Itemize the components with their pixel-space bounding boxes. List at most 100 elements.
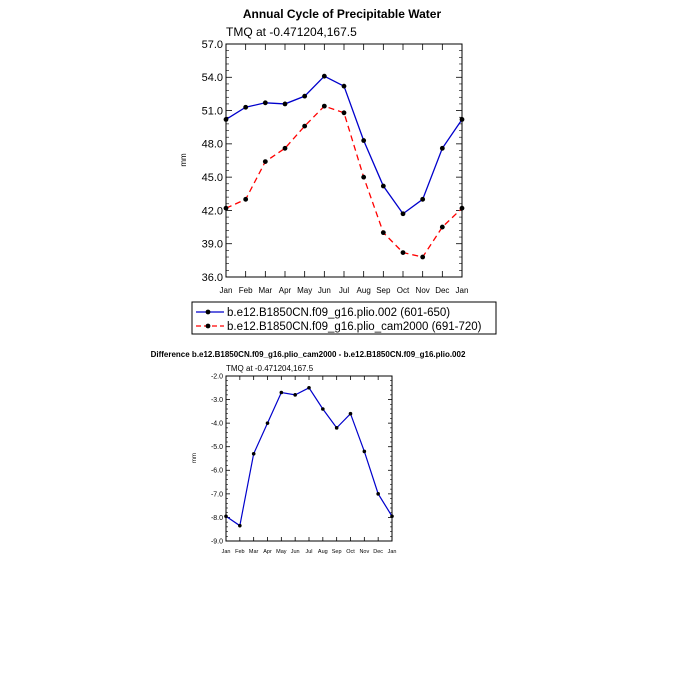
data-point-series-2: [302, 123, 308, 129]
data-point-series-1: [400, 211, 406, 217]
data-point-series-2: [223, 205, 229, 211]
series-line-1: [225, 75, 463, 215]
y-tick-label: 39.0: [202, 239, 223, 251]
data-point-series-1: [439, 145, 445, 151]
data-point-series-1: [243, 104, 249, 110]
data-point-series-2: [262, 159, 268, 165]
data-point-series-1: [341, 83, 347, 89]
data-point-series-2: [400, 250, 406, 255]
y-tick-label: 42.0: [202, 205, 223, 217]
y-tick-label: 48.0: [202, 139, 223, 151]
y-tick-label: 45.0: [202, 172, 223, 184]
x-tick-label: Jul: [305, 549, 312, 555]
data-point-series-2: [361, 174, 367, 180]
legend-label-series-1: b.e12.B1850CN.f09_g16.plio.002 (601-650): [227, 307, 450, 319]
x-tick-label: Mar: [258, 286, 272, 295]
y-tick-label: 57.0: [202, 39, 223, 51]
data-point-series-2: [420, 254, 426, 260]
data-point-series-1: [362, 449, 367, 454]
data-point-series-1: [251, 451, 256, 456]
data-point-series-2: [439, 224, 445, 230]
data-point-series-2: [341, 110, 347, 116]
legend-label-series-2: b.e12.B1850CN.f09_g16.plio_cam2000 (691-…: [227, 321, 482, 333]
data-point-series-1: [321, 407, 325, 411]
data-point-series-1: [420, 196, 426, 202]
x-tick-label: Oct: [397, 286, 410, 295]
x-tick-label: Nov: [359, 549, 369, 555]
data-point-series-1: [265, 421, 270, 425]
legend-marker-series-1: [205, 309, 211, 315]
data-point-series-1: [380, 183, 386, 189]
difference-chart-ylabel: mm: [192, 453, 198, 463]
data-point-series-2: [243, 196, 249, 202]
x-tick-label: Jan: [456, 286, 469, 295]
y-tick-label: -4.0: [211, 421, 223, 428]
y-tick-label: -8.0: [211, 515, 223, 522]
y-tick-label: -3.0: [211, 397, 223, 404]
data-point-series-1: [334, 426, 339, 430]
x-tick-label: Dec: [373, 549, 383, 555]
data-point-series-2: [380, 230, 386, 236]
x-tick-label: Jan: [220, 286, 233, 295]
y-tick-label: -7.0: [211, 491, 223, 498]
x-tick-label: Aug: [357, 286, 371, 295]
x-tick-label: Sep: [376, 286, 391, 295]
y-tick-label: 54.0: [202, 72, 223, 84]
data-point-series-1: [224, 514, 228, 519]
data-point-series-1: [307, 385, 311, 390]
difference-chart: Difference b.e12.B1850CN.f09_g16.plio_ca…: [151, 350, 466, 555]
data-point-series-1: [348, 411, 353, 416]
x-tick-label: Jul: [339, 286, 349, 295]
data-point-series-1: [279, 390, 284, 395]
data-point-series-2: [459, 205, 465, 211]
x-tick-label: Jan: [222, 549, 231, 555]
x-tick-label: Dec: [435, 286, 449, 295]
legend-marker-series-2: [205, 323, 211, 329]
data-point-series-1: [293, 393, 297, 397]
plot-frame: [225, 43, 463, 278]
main-chart-title: Annual Cycle of Precipitable Water: [243, 7, 442, 21]
legend: b.e12.B1850CN.f09_g16.plio.002 (601-650)…: [191, 301, 497, 335]
x-tick-label: Mar: [249, 549, 259, 555]
x-tick-label: Apr: [263, 549, 272, 555]
data-point-series-1: [376, 492, 380, 496]
data-point-series-1: [459, 117, 465, 122]
x-tick-label: Jun: [291, 549, 300, 555]
x-tick-label: Oct: [346, 549, 355, 555]
y-tick-label: -2.0: [211, 373, 223, 380]
x-tick-label: May: [297, 286, 312, 295]
data-point-series-1: [361, 138, 367, 143]
data-point-series-2: [282, 145, 288, 151]
legend-box: [191, 301, 497, 335]
main-chart-subtitle: TMQ at -0.471204,167.5: [226, 25, 357, 39]
x-tick-label: Aug: [318, 549, 328, 555]
main-chart: Annual Cycle of Precipitable Water TMQ a…: [179, 7, 468, 295]
data-point-series-1: [302, 93, 308, 99]
data-point-series-1: [262, 100, 268, 106]
series-line-1: [225, 387, 393, 527]
main-chart-ylabel: mm: [179, 153, 188, 167]
data-point-series-1: [282, 101, 288, 107]
data-point-series-1: [390, 514, 394, 519]
y-tick-label: 51.0: [202, 105, 223, 117]
y-tick-label: 36.0: [202, 272, 223, 284]
x-tick-label: Sep: [332, 549, 342, 555]
x-tick-label: Feb: [235, 549, 244, 555]
x-tick-label: Nov: [416, 286, 430, 295]
difference-chart-subtitle: TMQ at -0.471204,167.5: [226, 364, 314, 373]
y-tick-label: -6.0: [211, 468, 223, 475]
y-tick-label: -9.0: [211, 538, 223, 545]
data-point-series-1: [223, 117, 229, 122]
series-line-2: [225, 105, 463, 258]
x-tick-label: Apr: [279, 286, 292, 295]
x-tick-label: Jan: [388, 549, 397, 555]
data-point-series-1: [321, 73, 327, 79]
difference-chart-title: Difference b.e12.B1850CN.f09_g16.plio_ca…: [151, 350, 466, 359]
data-point-series-1: [238, 523, 242, 528]
data-point-series-2: [321, 103, 327, 109]
x-tick-label: May: [276, 549, 287, 555]
x-tick-label: Feb: [239, 286, 253, 295]
y-tick-label: -5.0: [211, 444, 223, 451]
x-tick-label: Jun: [318, 286, 331, 295]
